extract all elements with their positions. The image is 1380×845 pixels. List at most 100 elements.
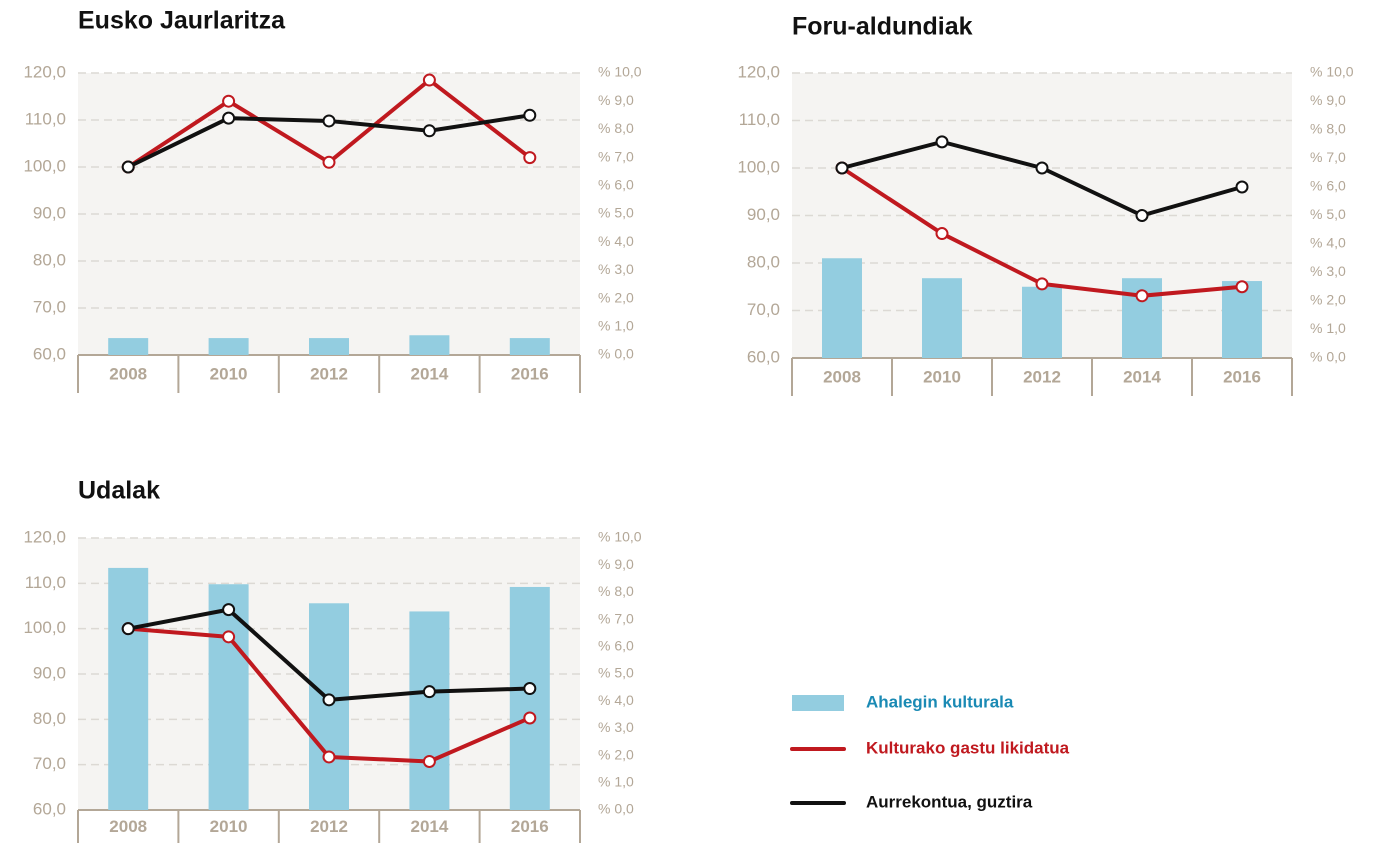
y-tick-label: 70,0 (747, 300, 780, 319)
y2-tick-label: % 3,0 (598, 261, 634, 277)
y2-tick-label: % 3,0 (598, 719, 634, 735)
x-tick-label: 2014 (1123, 367, 1161, 386)
line-marker (1235, 280, 1249, 294)
legend: Ahalegin kulturala Kulturako gastu likida… (790, 692, 1070, 811)
bar (309, 603, 349, 810)
y2-tick-label: % 10,0 (598, 529, 642, 545)
y-tick-label: 100,0 (737, 157, 780, 176)
legend-label: Ahalegin kulturala (866, 692, 1014, 711)
x-tick-label: 2014 (410, 817, 448, 836)
line-marker (322, 750, 336, 764)
line-marker (322, 114, 336, 128)
chart-title: Udalak (78, 477, 160, 505)
chart-title: Foru-aldundiak (792, 13, 973, 41)
line-marker (1035, 161, 1049, 175)
line-marker (935, 227, 949, 241)
y-tick-label: 70,0 (33, 754, 66, 773)
line-marker (523, 151, 537, 165)
legend-swatch (792, 695, 844, 711)
bar (208, 338, 249, 355)
y-tick-label: 70,0 (33, 297, 66, 316)
line-marker (222, 111, 236, 125)
y2-tick-label: % 2,0 (598, 289, 634, 305)
y2-tick-label: % 8,0 (598, 120, 634, 136)
line-marker (322, 155, 336, 169)
bar (208, 584, 249, 810)
y-tick-label: 110,0 (25, 109, 66, 128)
y2-tick-label: % 4,0 (598, 692, 634, 708)
line-marker (1135, 209, 1149, 222)
bar (509, 338, 550, 355)
line-marker (1035, 277, 1049, 291)
bar (822, 258, 862, 358)
y2-tick-label: % 9,0 (598, 556, 634, 572)
y-tick-label: 80,0 (33, 709, 66, 728)
x-tick-label: 2016 (511, 817, 549, 836)
y2-tick-label: % 3,0 (1310, 263, 1346, 279)
y2-tick-label: % 5,0 (598, 205, 634, 221)
bar (509, 586, 550, 810)
line-marker (935, 135, 949, 149)
y2-tick-label: % 9,0 (1310, 92, 1346, 108)
y-tick-label: 60,0 (33, 344, 66, 363)
y2-tick-label: % 0,0 (598, 346, 634, 362)
y2-tick-label: % 6,0 (598, 638, 634, 654)
x-tick-label: 2016 (1223, 367, 1261, 386)
y-tick-label: 90,0 (33, 203, 66, 222)
y2-tick-label: % 7,0 (598, 610, 634, 626)
x-tick-label: 2010 (210, 364, 248, 383)
x-tick-label: 2008 (823, 367, 861, 386)
y-tick-label: 100,0 (23, 156, 66, 175)
y2-tick-label: % 4,0 (1310, 235, 1346, 251)
line-marker (322, 693, 336, 707)
y2-tick-label: % 1,0 (598, 774, 634, 790)
x-tick-label: 2010 (210, 817, 248, 836)
y-tick-label: 60,0 (33, 799, 66, 818)
line-marker (523, 711, 537, 725)
y2-tick-label: % 8,0 (598, 583, 634, 599)
x-tick-label: 2010 (923, 367, 961, 386)
y-tick-label: 80,0 (33, 250, 66, 269)
y2-tick-label: % 8,0 (1310, 121, 1346, 137)
line-marker (422, 73, 436, 87)
bar (409, 611, 450, 810)
bar (922, 278, 962, 358)
legend-label: Aurrekontua, guztira (866, 792, 1033, 811)
x-tick-label: 2012 (1023, 367, 1061, 386)
legend-label: Kulturako gastu likidatua (866, 738, 1070, 757)
y-tick-label: 120,0 (23, 62, 66, 81)
line-marker (422, 754, 436, 768)
y-tick-label: 120,0 (23, 527, 66, 546)
x-tick-label: 2008 (109, 364, 147, 383)
line-marker (222, 603, 236, 617)
x-tick-label: 2014 (410, 364, 448, 383)
y-tick-label: 90,0 (33, 663, 66, 682)
y-tick-label: 100,0 (23, 618, 66, 637)
bar (409, 335, 450, 355)
y2-tick-label: % 2,0 (1310, 292, 1346, 308)
line-marker (1235, 180, 1249, 194)
y-tick-label: 110,0 (739, 110, 780, 129)
y2-tick-label: % 2,0 (598, 746, 634, 762)
y2-tick-label: % 0,0 (1310, 349, 1346, 365)
y2-tick-label: % 0,0 (598, 801, 634, 817)
line-marker (523, 682, 537, 696)
y2-tick-label: % 5,0 (598, 665, 634, 681)
line-marker (121, 160, 135, 174)
bar (108, 567, 149, 810)
y-tick-label: 110,0 (25, 573, 66, 592)
y2-tick-label: % 7,0 (1310, 149, 1346, 165)
bar (309, 338, 349, 355)
x-tick-label: 2012 (310, 364, 348, 383)
chart-title: Eusko Jaurlaritza (78, 7, 286, 35)
x-tick-label: 2008 (109, 817, 147, 836)
y-tick-label: 60,0 (747, 347, 780, 366)
line-marker (222, 94, 236, 108)
y2-tick-label: % 5,0 (1310, 206, 1346, 222)
x-tick-label: 2016 (511, 364, 549, 383)
line-marker (422, 685, 436, 699)
y2-tick-label: % 6,0 (598, 177, 634, 193)
line-marker (1135, 289, 1149, 303)
